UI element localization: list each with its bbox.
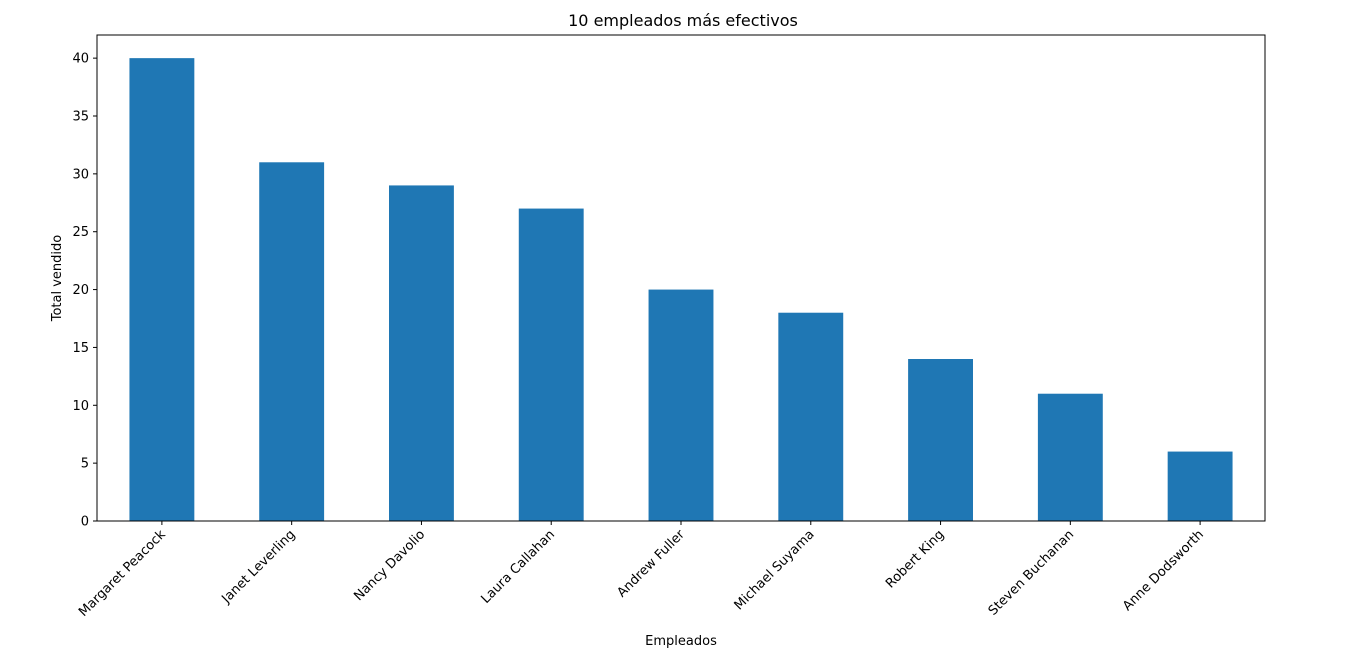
x-tick-label: Anne Dodsworth: [1120, 527, 1207, 614]
y-axis-label: Total vendido: [50, 235, 65, 323]
y-tick-label: 15: [72, 341, 89, 356]
y-tick-label: 5: [81, 457, 89, 472]
x-tick-label: Steven Buchanan: [986, 527, 1077, 618]
x-axis-label: Empleados: [645, 634, 717, 649]
y-tick-label: 0: [81, 515, 89, 530]
bar-steven-buchanan: [1037, 393, 1103, 521]
x-tick-label: Margaret Peacock: [76, 527, 169, 620]
y-tick-label: 20: [72, 283, 89, 298]
bar-robert-king: [908, 359, 973, 521]
x-tick-label: Nancy Davolio: [351, 527, 428, 604]
y-axis: 0 5 10 15 20 25 30 35 40: [72, 52, 97, 530]
bar-michael-suyama: [778, 312, 844, 521]
y-tick-label: 35: [72, 110, 89, 125]
bar-anne-dodsworth: [1167, 451, 1233, 521]
y-tick-label: 30: [72, 167, 89, 182]
x-tick-label: Michael Suyama: [732, 527, 818, 613]
x-tick-label: Andrew Fuller: [614, 527, 688, 601]
bar-laura-callahan: [518, 208, 584, 522]
bar-janet-leverling: [259, 162, 325, 522]
y-tick-label: 40: [72, 52, 89, 67]
x-tick-label: Laura Callahan: [478, 527, 558, 607]
x-tick-label: Janet Leverling: [219, 527, 299, 607]
bar-nancy-davolio: [389, 185, 454, 521]
chart-title: 10 empleados más efectivos: [568, 11, 798, 30]
x-tick-label: Robert King: [883, 527, 947, 591]
bars-group: [129, 58, 1233, 522]
y-tick-label: 25: [72, 225, 89, 240]
y-tick-label: 10: [72, 399, 89, 414]
plot-frame: [96, 34, 1266, 522]
x-axis: Margaret Peacock Janet Leverling Nancy Dav…: [76, 521, 1207, 620]
bar-margaret-peacock: [129, 58, 195, 522]
bar-andrew-fuller: [648, 289, 714, 521]
